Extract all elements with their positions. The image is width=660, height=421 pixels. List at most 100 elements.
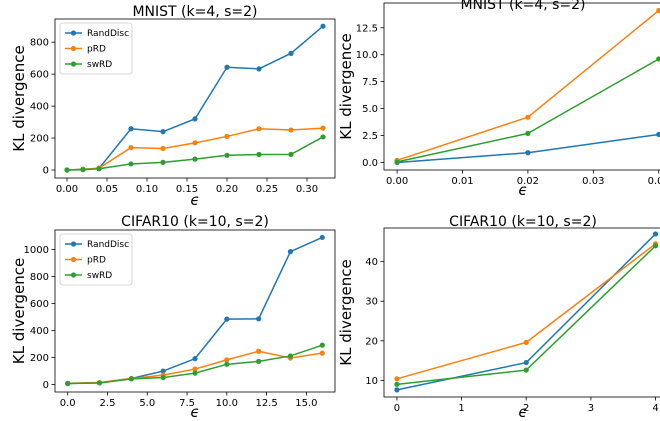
- y-tick-label: 7.5: [362, 77, 378, 88]
- data-point-randdisc: [256, 66, 262, 72]
- y-axis-label: KL divergence: [337, 33, 355, 139]
- y-tick-label: 2.5: [362, 131, 378, 142]
- data-point-prd: [656, 7, 660, 14]
- series-line-swrd: [66, 136, 324, 171]
- y-tick-label: 400: [30, 326, 49, 337]
- y-axis-label: KL divergence: [10, 45, 28, 151]
- y-tick-label: 5.0: [362, 104, 378, 115]
- axes-frame: [54, 229, 336, 393]
- data-point-swrd: [523, 367, 529, 373]
- series-line-prd: [396, 9, 660, 162]
- axes-frame: [54, 18, 336, 179]
- chart-title: MNIST (k=4, s=2): [132, 4, 257, 20]
- data-point-swrd: [192, 370, 198, 376]
- legend-box: [59, 233, 133, 286]
- data-point-randdisc: [128, 126, 134, 132]
- x-axis-label: ϵ: [190, 403, 199, 421]
- data-point-prd: [192, 366, 198, 372]
- data-point-randdisc: [160, 129, 166, 135]
- x-axis-label: ϵ: [518, 403, 527, 421]
- series-line-prd: [66, 127, 324, 171]
- data-point-prd: [160, 145, 166, 152]
- data-point-randdisc: [320, 23, 326, 29]
- data-point-randdisc: [192, 356, 198, 362]
- data-point-prd: [525, 114, 531, 120]
- chart-title: CIFAR10 (k=10, s=2): [449, 214, 597, 230]
- axes-frame: [383, 2, 660, 171]
- data-point-randdisc: [525, 150, 531, 156]
- y-tick-label: 0: [43, 166, 49, 177]
- x-tick-label: 5.0: [139, 398, 155, 409]
- y-tick-label: 12.5: [356, 23, 378, 34]
- data-point-randdisc: [394, 387, 400, 393]
- x-tick-label: 0.20: [216, 184, 238, 195]
- y-tick-label: 600: [30, 299, 49, 310]
- series-line-randdisc: [396, 233, 657, 391]
- x-tick-label: 1: [458, 403, 464, 414]
- data-point-prd: [256, 348, 262, 354]
- y-tick-label: 40: [365, 257, 378, 268]
- data-point-swrd: [652, 243, 659, 249]
- data-point-randdisc: [160, 368, 166, 374]
- axes-frame: [383, 227, 660, 398]
- data-point-swrd: [224, 152, 230, 158]
- x-tick-label: 0.00: [386, 176, 408, 187]
- data-point-randdisc: [192, 116, 198, 122]
- x-tick-label: 0.15: [176, 184, 198, 195]
- x-tick-label: 0.30: [296, 184, 318, 195]
- y-tick-label: 10.0: [356, 50, 378, 61]
- x-tick-label: 0.00: [56, 184, 78, 195]
- data-point-randdisc: [656, 131, 660, 138]
- y-tick-label: 200: [30, 353, 49, 364]
- y-tick-label: 30: [365, 297, 378, 308]
- x-tick-label: 2: [523, 403, 529, 414]
- subplot-4: CIFAR10 (k=10, s=2) 0 1 2 3 4 10 20 30 40 ϵ KL dive…: [337, 214, 660, 421]
- y-tick-label: 600: [30, 70, 49, 81]
- chart-title: MNIST (k=4, s=2): [460, 0, 585, 13]
- legend-marker-swrd: [70, 272, 77, 278]
- y-tick-label: 10: [365, 376, 378, 387]
- data-point-prd: [394, 376, 400, 382]
- x-tick-label: 2.5: [100, 398, 116, 409]
- x-tick-label: 0.01: [451, 176, 473, 187]
- series-line-randdisc: [397, 133, 659, 164]
- data-point-prd: [224, 133, 230, 140]
- y-tick-label: 200: [30, 134, 49, 145]
- data-point-prd: [128, 145, 134, 151]
- x-tick-label: 0.02: [517, 176, 539, 187]
- data-point-swrd: [65, 380, 71, 387]
- data-point-randdisc: [224, 316, 230, 322]
- data-point-swrd: [256, 151, 262, 158]
- chart-title: CIFAR10 (k=10, s=2): [121, 214, 269, 230]
- data-point-swrd: [96, 380, 103, 386]
- y-tick-label: 0.0: [362, 158, 378, 169]
- data-point-randdisc: [224, 64, 230, 70]
- legend-marker-prd: [70, 256, 77, 263]
- x-tick-label: 0: [394, 403, 400, 414]
- y-tick-label: 1000: [24, 245, 49, 256]
- data-point-randdisc: [319, 234, 325, 241]
- x-tick-label: 4: [652, 403, 658, 414]
- y-tick-label: 800: [30, 272, 49, 283]
- x-tick-label: 7.5: [179, 398, 195, 409]
- data-point-swrd: [394, 381, 400, 387]
- data-point-randdisc: [652, 231, 659, 237]
- data-point-swrd: [288, 151, 294, 157]
- legend-label-randdisc: RandDisc: [87, 240, 129, 250]
- data-point-prd: [224, 357, 230, 363]
- legend-marker-prd: [70, 45, 77, 52]
- data-point-swrd: [656, 56, 660, 62]
- subplot-3: CIFAR10 (k=10, s=2) 0.0 2.5 5.0 7.5 10.0 12.5 1…: [10, 214, 336, 421]
- legend-label-prd: pRD: [87, 45, 106, 55]
- data-point-swrd: [160, 374, 166, 381]
- data-point-randdisc: [256, 316, 262, 322]
- legend-marker-randdisc: [70, 30, 77, 36]
- data-point-swrd: [96, 166, 102, 172]
- data-point-prd: [320, 125, 326, 131]
- data-point-swrd: [80, 167, 86, 173]
- x-tick-label: 0.25: [256, 184, 278, 195]
- y-axis-label: KL divergence: [337, 259, 355, 365]
- y-tick-label: 400: [30, 102, 49, 113]
- data-point-prd: [288, 127, 294, 133]
